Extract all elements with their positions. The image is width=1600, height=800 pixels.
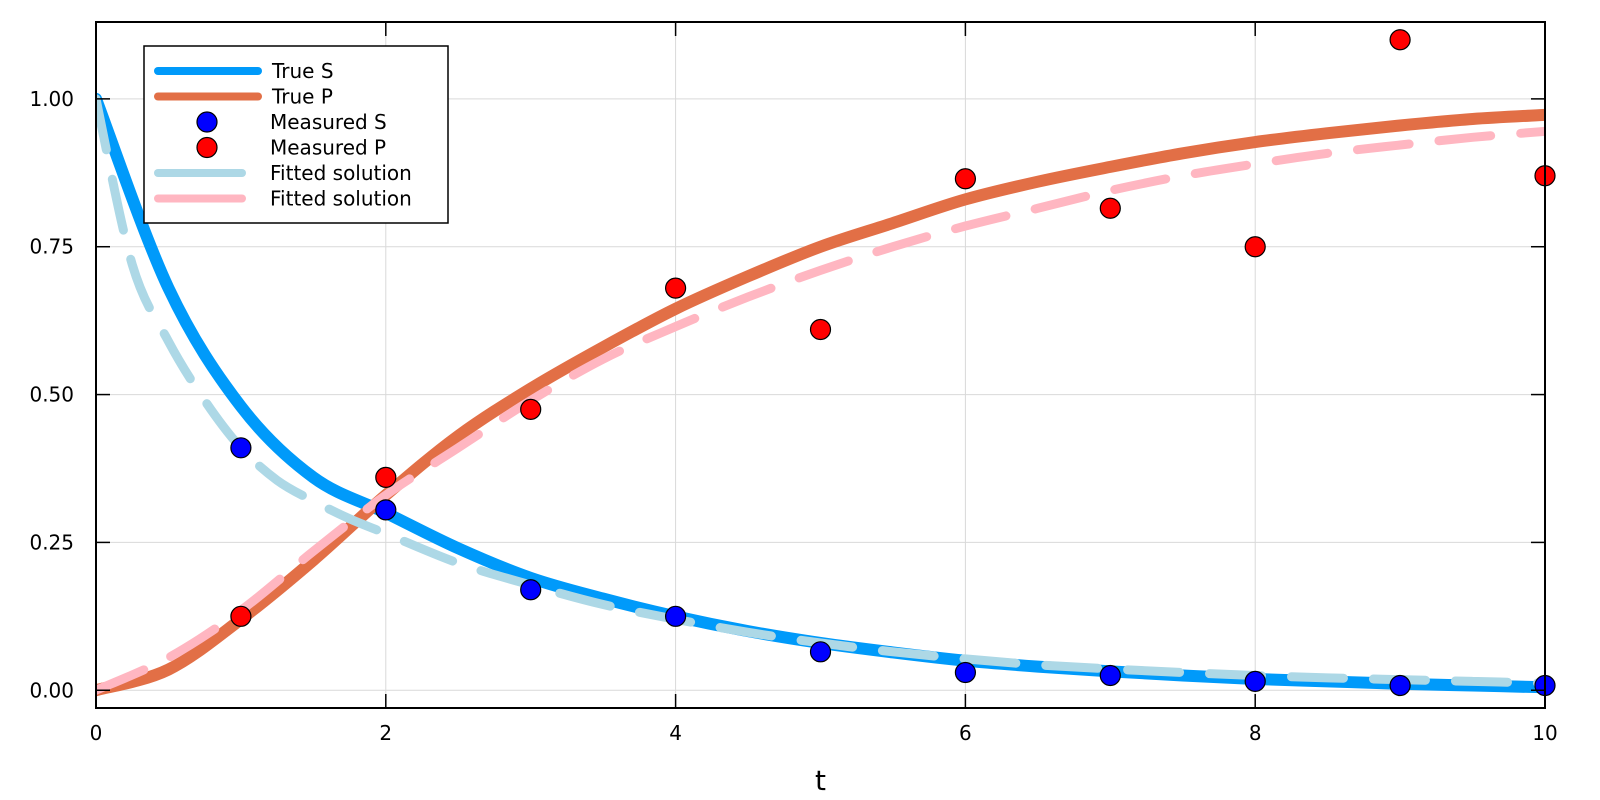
measured-p-point <box>375 466 397 488</box>
measured-p-point <box>520 398 542 420</box>
y-tick-label: 0.25 <box>29 530 74 554</box>
measured-p-point <box>1389 29 1411 51</box>
legend-label-4: Fitted solution <box>270 161 412 185</box>
legend-label-1: True P <box>271 85 333 109</box>
x-tick-label: 10 <box>1532 721 1557 745</box>
y-tick-label: 0.00 <box>29 678 74 702</box>
legend-box <box>143 45 449 224</box>
measured-p-point <box>230 605 252 627</box>
x-tick-label: 8 <box>1249 721 1262 745</box>
legend-label-3: Measured P <box>270 136 386 160</box>
legend-label-0: True S <box>271 59 334 83</box>
measured-s-point <box>1389 674 1411 697</box>
legend-swatch-measured-s <box>196 111 218 133</box>
x-tick-label: 2 <box>379 721 392 745</box>
measured-s-point <box>375 499 397 521</box>
axis-ticks: 0 2 4 6 8 10 0.00 0.25 0.50 0.75 1.00 <box>29 22 1558 745</box>
true-p-line <box>96 108 1545 697</box>
y-tick-label: 0.50 <box>29 383 74 407</box>
plot-frame <box>95 21 1546 709</box>
plot-series <box>96 29 1556 697</box>
measured-s-point <box>520 579 542 601</box>
measured-s-point <box>954 661 977 684</box>
measured-p-point <box>954 168 977 190</box>
fitted-solution-5-line <box>96 126 1545 695</box>
x-tick-label: 0 <box>90 721 103 745</box>
measured-s-point <box>1244 670 1266 692</box>
measured-s-point <box>230 437 252 459</box>
measured-p-point <box>809 318 832 341</box>
y-tick-label: 1.00 <box>29 87 74 111</box>
measured-p-point <box>1244 236 1266 258</box>
x-tick-label: 4 <box>669 721 682 745</box>
x-tick-label: 6 <box>959 721 972 745</box>
measured-p-point <box>1099 197 1121 219</box>
x-axis-title: t <box>815 764 826 797</box>
measured-s-point <box>809 641 832 663</box>
measured-s-point <box>664 605 687 627</box>
legend-swatch-measured-p <box>196 136 218 159</box>
measured-p-point <box>664 277 687 299</box>
legend-label-5: Fitted solution <box>270 187 412 211</box>
measured-s-point <box>1099 664 1121 687</box>
y-tick-label: 0.75 <box>29 235 74 259</box>
legend-label-2: Measured S <box>270 110 387 134</box>
